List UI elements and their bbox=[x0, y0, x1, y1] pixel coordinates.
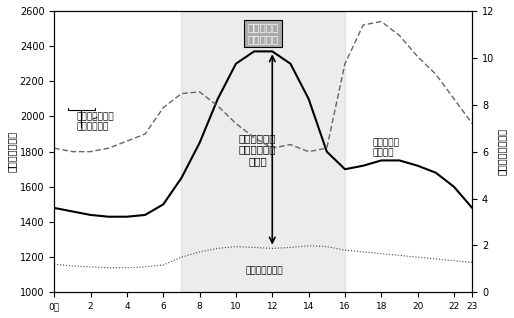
Text: 売り入札量
（左軸）: 売り入札量 （左軸） bbox=[372, 138, 399, 158]
Text: 九州エリア電力
価格（右軸）: 九州エリア電力 価格（右軸） bbox=[76, 112, 114, 131]
Y-axis label: 万キロワット時: 万キロワット時 bbox=[7, 131, 17, 172]
Text: 約定量（左軸）: 約定量（左軸） bbox=[245, 267, 283, 276]
Text: 再エネ出力
抑制時間帯: 再エネ出力 抑制時間帯 bbox=[248, 23, 279, 44]
Bar bbox=[181, 11, 345, 292]
Text: ただでも売れ
残ってしまう
電力量: ただでも売れ 残ってしまう 電力量 bbox=[239, 133, 277, 166]
Y-axis label: 円／キロワット時: 円／キロワット時 bbox=[497, 128, 507, 175]
